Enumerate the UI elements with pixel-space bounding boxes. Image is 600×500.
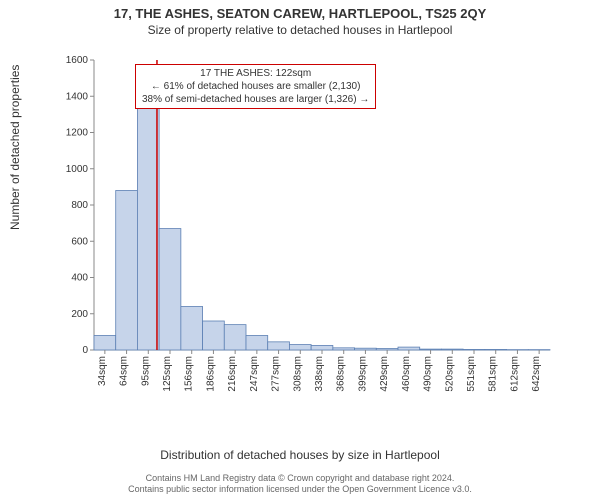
svg-text:216sqm: 216sqm bbox=[227, 356, 238, 392]
page-subtitle: Size of property relative to detached ho… bbox=[0, 21, 600, 37]
callout-box: 17 THE ASHES: 122sqm ← 61% of detached h… bbox=[135, 64, 376, 109]
svg-text:200: 200 bbox=[71, 309, 88, 320]
svg-text:277sqm: 277sqm bbox=[271, 356, 282, 392]
svg-text:1600: 1600 bbox=[66, 55, 89, 66]
svg-text:308sqm: 308sqm bbox=[292, 356, 303, 392]
footer-line1: Contains HM Land Registry data © Crown c… bbox=[0, 473, 600, 485]
svg-text:612sqm: 612sqm bbox=[509, 356, 520, 392]
svg-text:1200: 1200 bbox=[66, 128, 89, 139]
svg-text:34sqm: 34sqm bbox=[97, 356, 108, 386]
svg-text:551sqm: 551sqm bbox=[466, 356, 477, 392]
svg-text:1400: 1400 bbox=[66, 91, 89, 102]
svg-text:399sqm: 399sqm bbox=[357, 356, 368, 392]
svg-text:95sqm: 95sqm bbox=[140, 356, 151, 386]
svg-text:338sqm: 338sqm bbox=[314, 356, 325, 392]
svg-text:186sqm: 186sqm bbox=[205, 356, 216, 392]
svg-text:642sqm: 642sqm bbox=[531, 356, 542, 392]
svg-text:800: 800 bbox=[71, 200, 88, 211]
svg-text:64sqm: 64sqm bbox=[119, 356, 130, 386]
callout-line2: ← 61% of detached houses are smaller (2,… bbox=[142, 80, 369, 93]
svg-text:247sqm: 247sqm bbox=[249, 356, 260, 392]
svg-text:520sqm: 520sqm bbox=[444, 356, 455, 392]
svg-text:600: 600 bbox=[71, 236, 88, 247]
svg-text:460sqm: 460sqm bbox=[401, 356, 412, 392]
callout-line3: 38% of semi-detached houses are larger (… bbox=[142, 93, 369, 106]
svg-text:1000: 1000 bbox=[66, 164, 89, 175]
footer-line2: Contains public sector information licen… bbox=[0, 484, 600, 496]
callout-line1: 17 THE ASHES: 122sqm bbox=[142, 67, 369, 80]
svg-text:581sqm: 581sqm bbox=[488, 356, 499, 392]
svg-text:429sqm: 429sqm bbox=[379, 356, 390, 392]
y-axis-label: Number of detached properties bbox=[8, 65, 22, 230]
footer: Contains HM Land Registry data © Crown c… bbox=[0, 473, 600, 496]
svg-text:156sqm: 156sqm bbox=[184, 356, 195, 392]
x-axis-label: Distribution of detached houses by size … bbox=[0, 448, 600, 462]
svg-text:490sqm: 490sqm bbox=[423, 356, 434, 392]
chart-container: 17, THE ASHES, SEATON CAREW, HARTLEPOOL,… bbox=[0, 0, 600, 500]
svg-text:368sqm: 368sqm bbox=[336, 356, 347, 392]
svg-text:400: 400 bbox=[71, 273, 88, 284]
svg-text:125sqm: 125sqm bbox=[162, 356, 173, 392]
page-title: 17, THE ASHES, SEATON CAREW, HARTLEPOOL,… bbox=[0, 0, 600, 21]
svg-text:0: 0 bbox=[82, 345, 88, 356]
